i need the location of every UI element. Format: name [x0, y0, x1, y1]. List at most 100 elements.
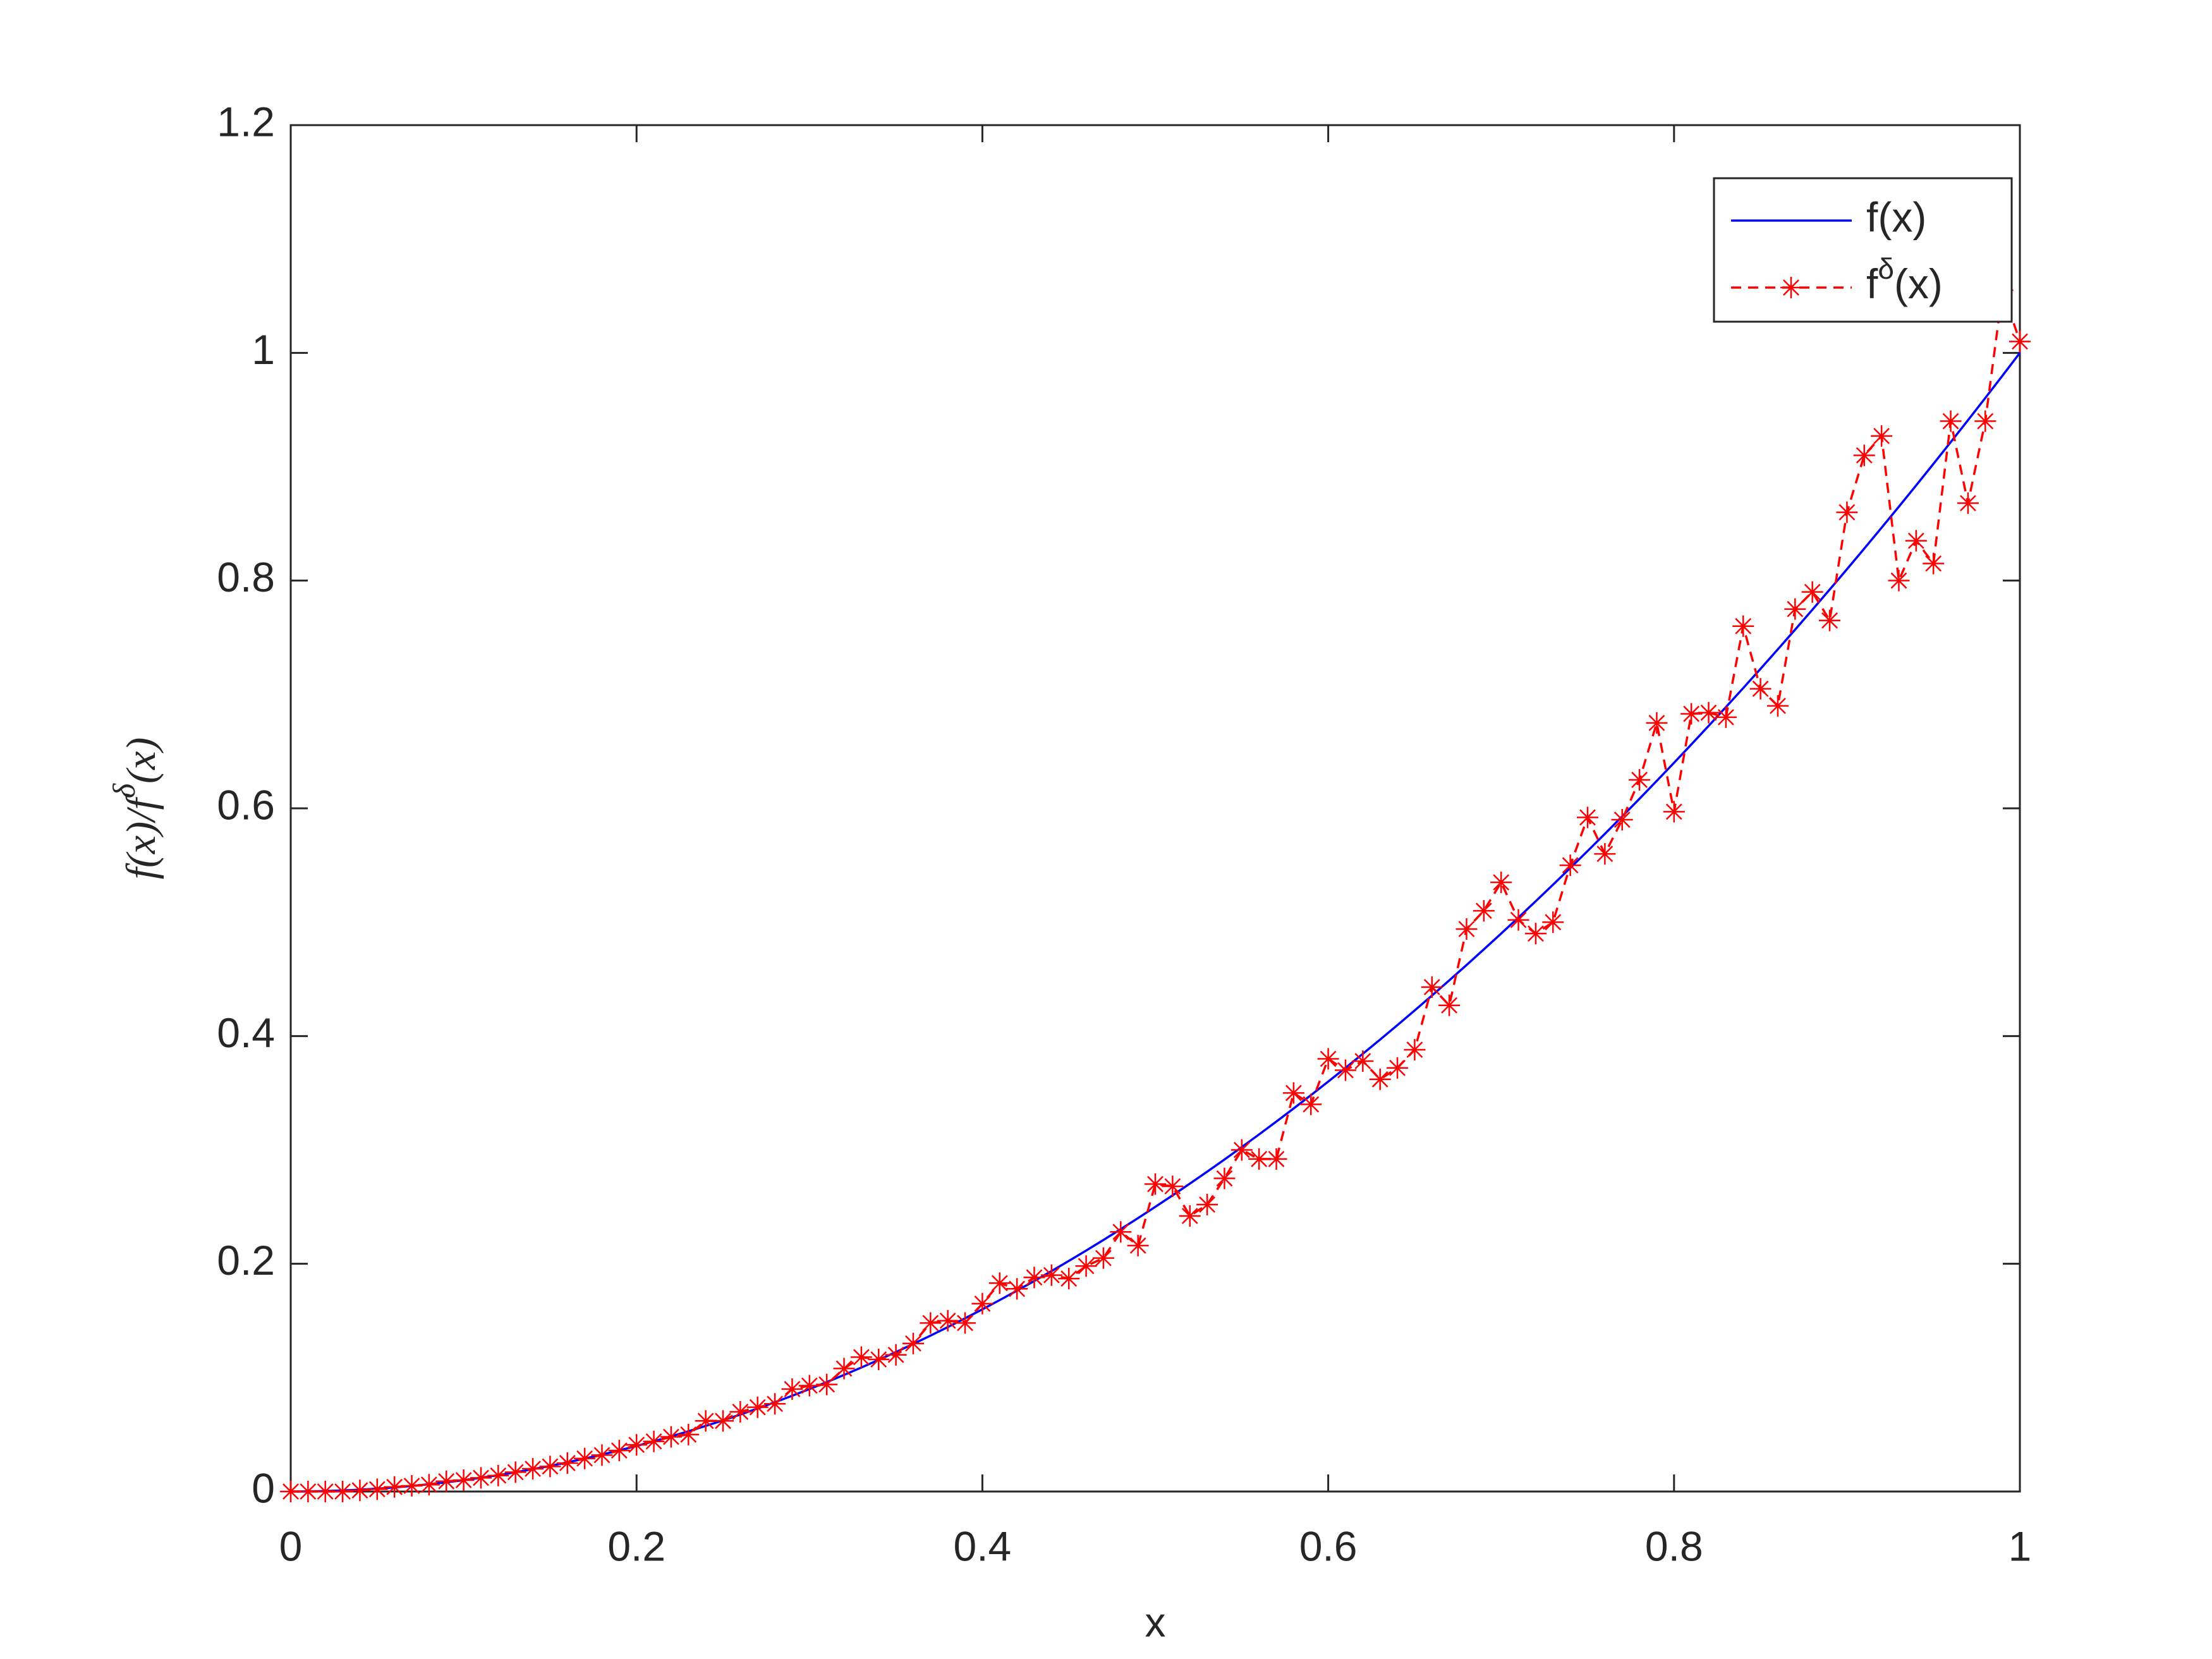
axes-frame	[289, 124, 2021, 1493]
data-point	[608, 1440, 630, 1462]
marker-stroke	[1804, 583, 1821, 600]
marker-stroke	[767, 1395, 783, 1413]
x-tick-label: 0.2	[607, 1522, 665, 1569]
marker-stroke	[1579, 809, 1596, 826]
data-point	[816, 1373, 838, 1395]
marker-stroke	[974, 1295, 991, 1312]
marker-stroke	[870, 1351, 887, 1368]
marker-stroke	[697, 1413, 714, 1430]
marker-stroke	[801, 1377, 818, 1394]
marker-stroke	[283, 1483, 299, 1500]
marker-stroke	[1233, 1141, 1250, 1158]
marker-stroke	[1268, 1151, 1285, 1167]
y-tick-label: 0.6	[217, 781, 275, 828]
marker-stroke	[1043, 1267, 1060, 1284]
data-point	[1387, 1057, 1409, 1079]
marker-stroke	[611, 1442, 628, 1459]
marker-stroke	[1562, 857, 1579, 873]
data-point	[453, 1469, 475, 1491]
marker-stroke	[922, 1315, 939, 1332]
series-line	[291, 289, 2021, 1493]
marker-stroke	[300, 1483, 317, 1500]
marker-stroke	[593, 1447, 611, 1464]
data-point	[1127, 1234, 1149, 1256]
marker-stroke	[2012, 333, 2028, 350]
data-point	[280, 1481, 301, 1502]
data-point	[1006, 1278, 1028, 1300]
data-point	[1179, 1205, 1201, 1227]
legend-marker	[1780, 277, 1802, 298]
data-point	[1957, 492, 1979, 514]
data-point	[1698, 702, 1720, 724]
marker-stroke	[1977, 413, 1994, 430]
data-point	[988, 1272, 1011, 1294]
data-point	[660, 1426, 682, 1448]
data-point	[332, 1481, 354, 1502]
marker-stroke	[1354, 1053, 1371, 1069]
marker-stroke	[1960, 495, 1976, 512]
data-point	[574, 1447, 596, 1469]
data-point	[1404, 1038, 1426, 1060]
data-point	[937, 1310, 959, 1332]
marker-stroke	[1129, 1237, 1146, 1254]
marker-stroke	[438, 1473, 455, 1490]
marker-stroke	[1545, 914, 1562, 931]
data-point	[1646, 712, 1668, 734]
data-point	[2009, 331, 2031, 353]
data-point	[1784, 598, 1806, 620]
marker-stroke	[1493, 874, 1510, 891]
data-point	[1213, 1167, 1236, 1189]
data-point	[1455, 918, 1478, 940]
marker-stroke	[1026, 1269, 1043, 1286]
data-point	[1352, 1050, 1374, 1072]
legend-box	[1713, 177, 2013, 323]
data-point	[470, 1467, 492, 1489]
data-point	[746, 1396, 769, 1418]
data-point	[1092, 1247, 1114, 1269]
marker-stroke	[1907, 532, 1924, 549]
marker-stroke	[507, 1464, 524, 1481]
marker-stroke	[645, 1433, 662, 1450]
data-point	[1766, 695, 1789, 717]
marker-stroke	[351, 1482, 368, 1499]
marker-stroke	[732, 1403, 749, 1420]
data-point	[1490, 872, 1512, 894]
data-point	[1905, 530, 1927, 552]
marker-stroke	[1216, 1170, 1233, 1187]
legend-label: f(x)	[1866, 193, 1926, 240]
data-point	[678, 1423, 700, 1445]
data-point	[1145, 1173, 1166, 1195]
marker-stroke	[1770, 697, 1786, 714]
marker-stroke	[1752, 680, 1769, 697]
data-point	[626, 1434, 648, 1456]
data-point	[384, 1476, 406, 1498]
data-point	[435, 1470, 458, 1492]
marker-stroke	[1147, 1176, 1164, 1193]
x-tick-label: 0.4	[954, 1522, 1012, 1569]
marker-stroke	[1095, 1249, 1112, 1267]
data-point	[1196, 1193, 1218, 1215]
data-point	[1110, 1221, 1132, 1243]
data-point	[1940, 410, 1962, 432]
marker-stroke	[1890, 572, 1907, 589]
data-point	[1075, 1255, 1097, 1277]
data-point	[1836, 501, 1858, 523]
data-point	[1334, 1059, 1356, 1081]
marker-stroke	[680, 1426, 697, 1443]
data-point	[1577, 806, 1598, 829]
marker-stroke	[1060, 1270, 1078, 1287]
marker-stroke	[1873, 427, 1890, 444]
x-tick-label: 0.8	[1645, 1522, 1703, 1569]
data-point	[366, 1478, 388, 1500]
data-point	[349, 1480, 371, 1502]
marker-stroke	[1942, 413, 1959, 430]
marker-stroke	[1164, 1178, 1181, 1195]
marker-stroke	[905, 1335, 921, 1352]
data-point	[487, 1464, 509, 1486]
marker-stroke	[818, 1376, 836, 1393]
marker-stroke	[368, 1481, 386, 1498]
marker-stroke	[1787, 600, 1804, 617]
data-point	[401, 1474, 423, 1497]
marker-stroke	[1199, 1196, 1215, 1213]
x-tick-label: 1	[2008, 1522, 2032, 1569]
